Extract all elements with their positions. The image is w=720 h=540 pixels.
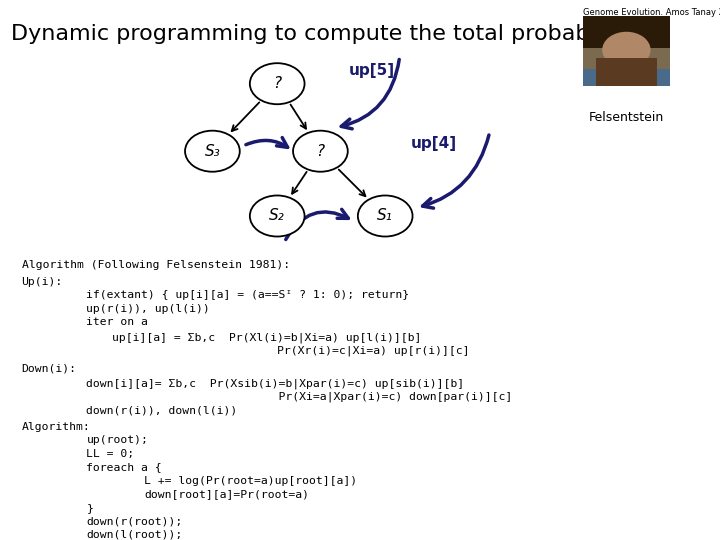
Text: Algorithm:: Algorithm: [22, 422, 90, 431]
Text: }: } [86, 503, 94, 512]
Text: foreach a {: foreach a { [86, 462, 162, 472]
Circle shape [602, 32, 651, 68]
Text: up(r(i)), up(l(i)): up(r(i)), up(l(i)) [86, 304, 210, 314]
Text: down[i][a]= Σb,c  Pr(Xsib(i)=b|Xpar(i)=c) up[sib(i)][b]: down[i][a]= Σb,c Pr(Xsib(i)=b|Xpar(i)=c)… [86, 378, 464, 389]
Text: Genome Evolution. Amos Tanay 2009: Genome Evolution. Amos Tanay 2009 [583, 8, 720, 17]
Circle shape [358, 195, 413, 237]
Text: ?: ? [316, 144, 325, 159]
Text: LL = 0;: LL = 0; [86, 449, 135, 458]
Text: up[5]: up[5] [349, 63, 395, 78]
Text: L += log(Pr(root=a)up[root][a]): L += log(Pr(root=a)up[root][a]) [144, 476, 357, 485]
Circle shape [250, 195, 305, 237]
Text: Dynamic programming to compute the total probability: Dynamic programming to compute the total… [11, 24, 630, 44]
Bar [583, 16, 670, 48]
Text: iter on a: iter on a [86, 318, 148, 327]
Bar [583, 69, 670, 86]
Text: Pr(Xr(i)=c|Xi=a) up[r(i)][c]: Pr(Xr(i)=c|Xi=a) up[r(i)][c] [112, 346, 469, 356]
Bar [596, 58, 657, 86]
Text: S₃: S₃ [204, 144, 220, 159]
Text: down(r(i)), down(l(i)): down(r(i)), down(l(i)) [86, 406, 238, 415]
Text: Down(i):: Down(i): [22, 363, 76, 373]
Text: down(l(root));: down(l(root)); [86, 530, 183, 539]
Bar [583, 16, 670, 86]
Text: Pr(Xi=a|Xpar(i)=c) down[par(i)][c]: Pr(Xi=a|Xpar(i)=c) down[par(i)][c] [86, 392, 513, 402]
Text: if(extant) { up[i][a] = (a==Sᴵ ? 1: 0); return}: if(extant) { up[i][a] = (a==Sᴵ ? 1: 0); … [86, 291, 410, 300]
Text: up(root);: up(root); [86, 435, 148, 445]
Text: Up(i):: Up(i): [22, 277, 63, 287]
Text: down(r(root));: down(r(root)); [86, 516, 183, 526]
Circle shape [293, 131, 348, 172]
Text: Algorithm (Following Felsenstein 1981):: Algorithm (Following Felsenstein 1981): [22, 260, 289, 269]
Text: S₁: S₁ [377, 208, 393, 224]
Text: ?: ? [273, 76, 282, 91]
Text: down[root][a]=Pr(root=a): down[root][a]=Pr(root=a) [144, 489, 309, 499]
Text: Felsentstein: Felsentstein [589, 111, 664, 124]
Text: S₂: S₂ [269, 208, 285, 224]
Circle shape [185, 131, 240, 172]
Circle shape [250, 63, 305, 104]
Text: up[4]: up[4] [410, 136, 456, 151]
Text: up[i][a] = Σb,c  Pr(Xl(i)=b|Xi=a) up[l(i)][b]: up[i][a] = Σb,c Pr(Xl(i)=b|Xi=a) up[l(i)… [112, 332, 421, 343]
